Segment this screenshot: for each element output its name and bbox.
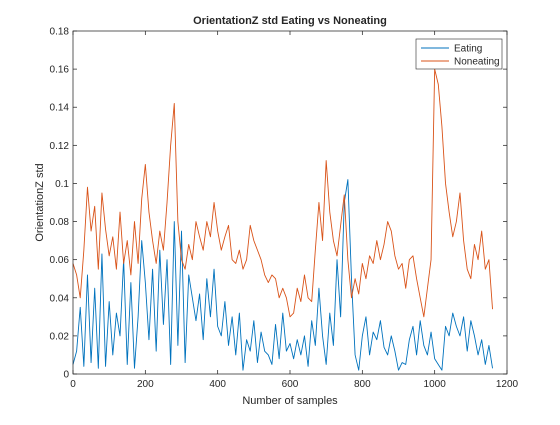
chart-title: OrientationZ std Eating vs Noneating	[193, 15, 387, 27]
y-tick-label: 0.08	[50, 217, 70, 228]
legend: Eating Noneating	[415, 38, 503, 70]
series-line-noneating	[72, 68, 493, 318]
y-tick-label: 0.1	[55, 179, 69, 190]
y-ticks: 0 0.02 0.04 0.06 0.08 0.1 0.12 0.14 0.16 0.18	[50, 27, 507, 381]
x-tick-label: 1200	[496, 379, 519, 390]
series-line-eating	[72, 179, 493, 371]
x-tick-label: 0	[70, 379, 76, 390]
y-tick-label: 0.02	[50, 331, 70, 342]
x-axis-label: Number of samples	[242, 395, 338, 407]
legend-label-eating: Eating	[454, 44, 482, 55]
x-tick-label: 600	[282, 379, 299, 390]
y-tick-label: 0.14	[50, 103, 70, 114]
x-ticks: 0 200 400 600 800 1000 1200	[70, 31, 519, 390]
x-tick-label: 200	[137, 379, 154, 390]
x-tick-label: 800	[354, 379, 371, 390]
legend-box	[415, 38, 503, 70]
y-tick-label: 0.16	[50, 65, 70, 76]
y-tick-label: 0.18	[50, 27, 70, 38]
y-tick-label: 0.12	[50, 141, 70, 152]
x-tick-label: 1000	[424, 379, 447, 390]
legend-label-noneating: Noneating	[454, 57, 500, 68]
series-layer	[72, 68, 493, 371]
y-tick-label: 0.06	[50, 255, 70, 266]
x-tick-label: 400	[209, 379, 226, 390]
y-tick-label: 0.04	[50, 293, 70, 304]
y-axis-label: OrientationZ std	[34, 163, 46, 241]
y-tick-label: 0	[63, 370, 69, 381]
